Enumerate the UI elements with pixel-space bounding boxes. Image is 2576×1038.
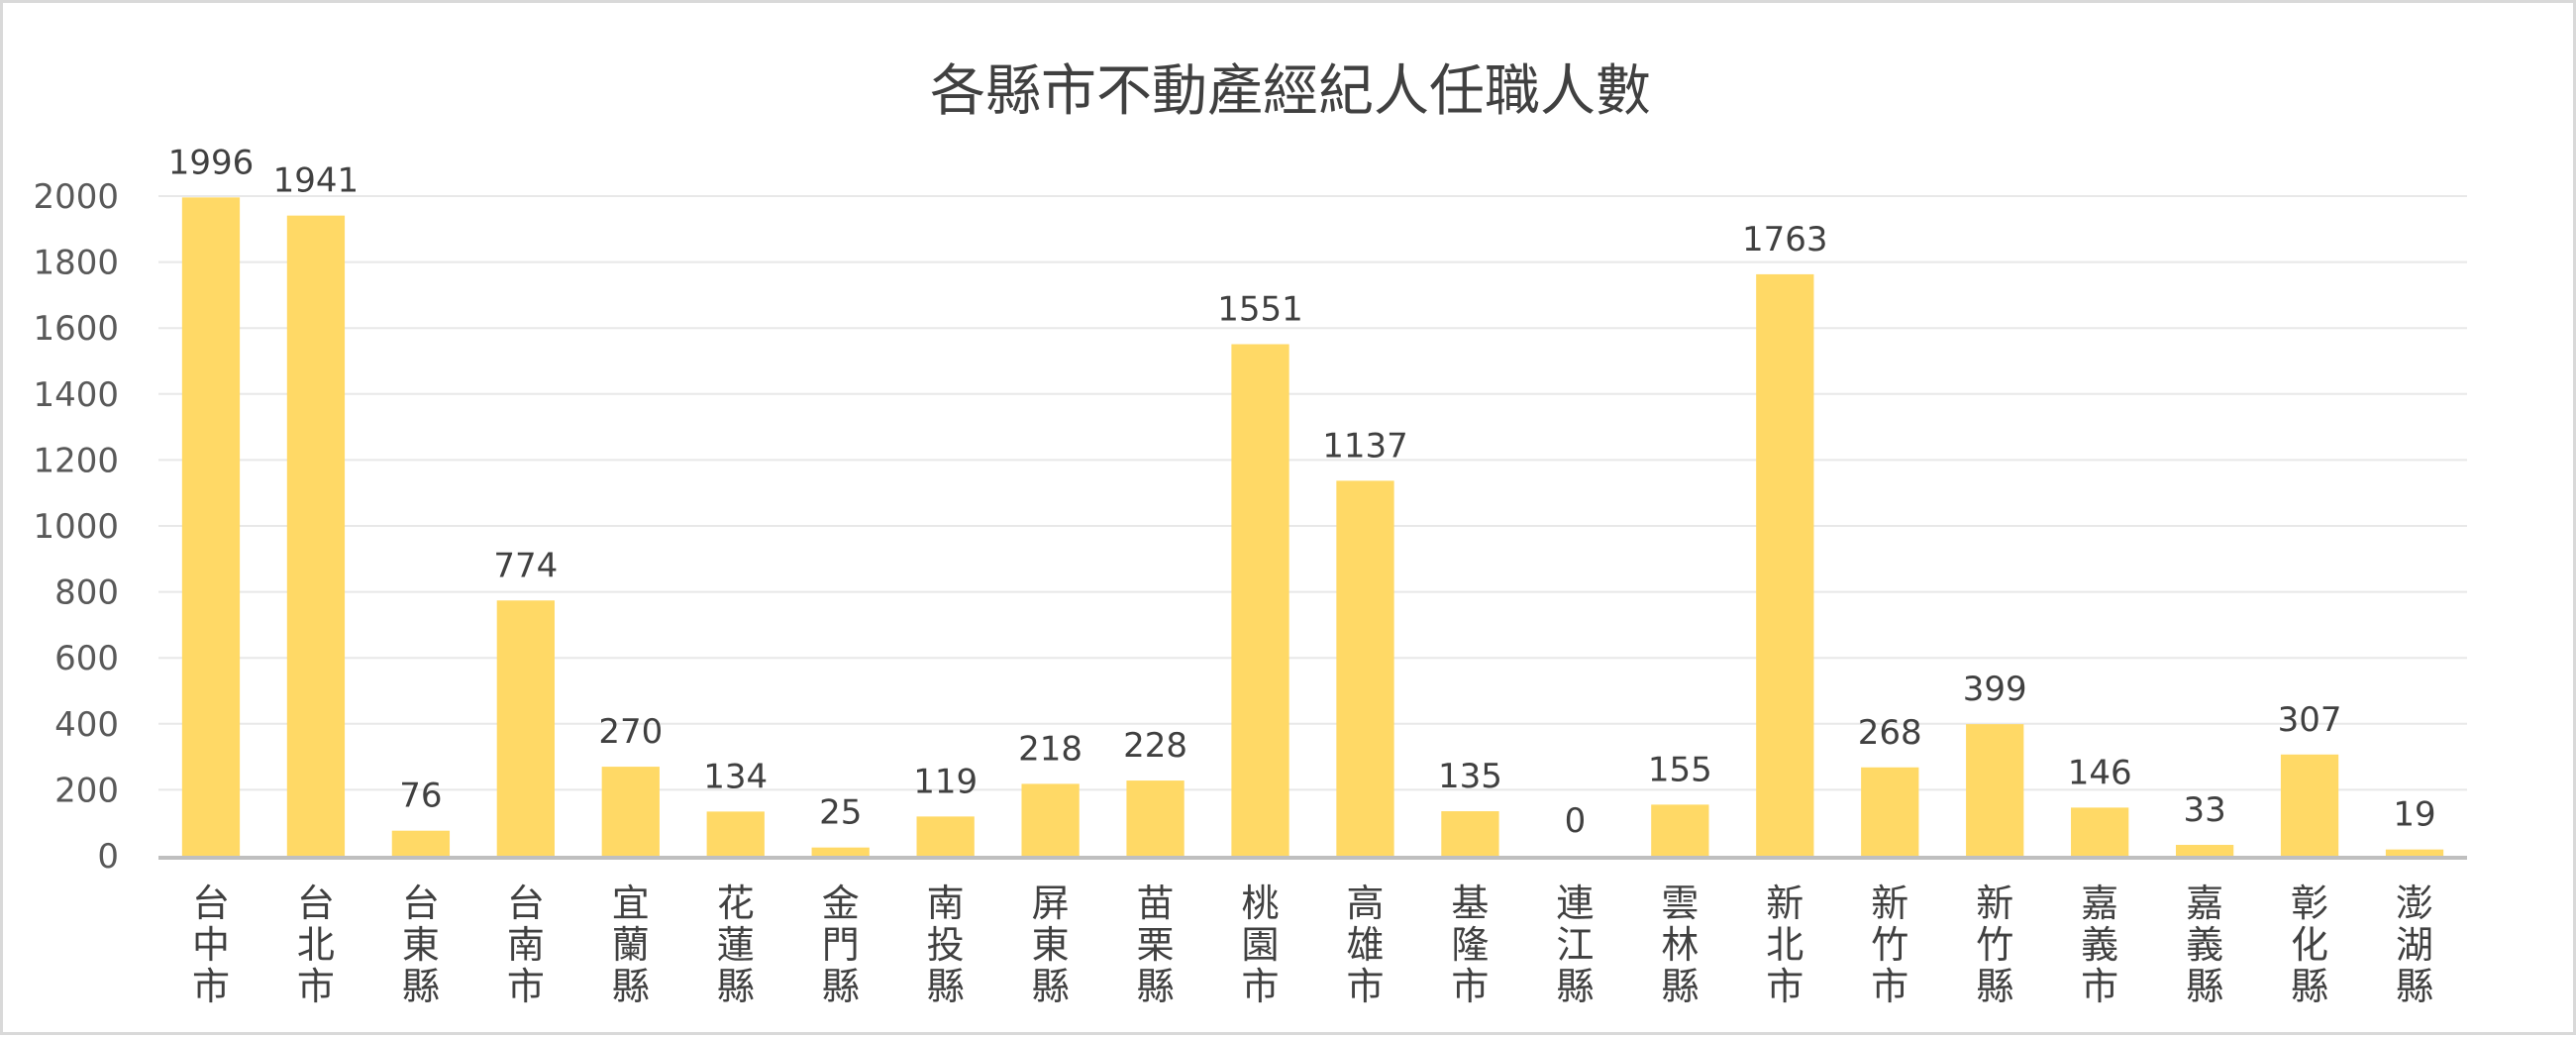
- data-label: 119: [913, 762, 978, 801]
- bar: [916, 816, 975, 856]
- bar: [2175, 845, 2234, 856]
- data-label: 399: [1963, 670, 2027, 709]
- y-tick-label: 600: [54, 639, 119, 678]
- data-label: 218: [1018, 729, 1082, 769]
- bar: [496, 600, 555, 856]
- category-label: 苗栗縣: [1137, 882, 1175, 1008]
- bar: [1756, 273, 1814, 856]
- category-label: 南投縣: [927, 882, 965, 1008]
- bar-chart: 各縣市不動產經紀人任職人數 0 200 400 600 800 1000 1200 1400 1…: [33, 59, 2467, 1008]
- bar: [2071, 807, 2129, 856]
- y-tick-label: 1800: [33, 244, 119, 283]
- category-label: 連江縣: [1556, 882, 1594, 1008]
- data-label: 76: [399, 777, 442, 816]
- data-label: 774: [493, 546, 558, 585]
- data-label: 1763: [1742, 220, 1828, 260]
- category-label: 桃園市: [1242, 882, 1280, 1008]
- data-label: 228: [1123, 726, 1187, 766]
- y-axis-ticks: 0 200 400 600 800 1000 1200 1400 1600 1800 2000: [33, 177, 119, 877]
- bar: [2280, 754, 2339, 856]
- y-tick-label: 0: [97, 837, 119, 877]
- y-tick-label: 800: [54, 573, 119, 613]
- bar: [1021, 783, 1080, 856]
- chart-title: 各縣市不動產經紀人任職人數: [930, 59, 1651, 124]
- data-label: 268: [1858, 713, 1922, 753]
- bar: [1336, 480, 1394, 856]
- bar: [1651, 804, 1709, 856]
- y-tick-label: 200: [54, 771, 119, 810]
- category-label: 嘉義市: [2081, 882, 2118, 1008]
- category-label: 澎湖縣: [2396, 882, 2433, 1008]
- category-label: 新竹縣: [1976, 882, 2013, 1008]
- y-tick-label: 1200: [33, 441, 119, 480]
- bar: [286, 215, 346, 857]
- data-label: 1551: [1217, 290, 1303, 330]
- bar: [811, 847, 870, 856]
- data-label: 146: [2068, 753, 2132, 792]
- category-label: 台南市: [507, 882, 545, 1008]
- category-label: 台中市: [192, 882, 230, 1008]
- data-label: 33: [2183, 790, 2225, 830]
- bar: [2385, 849, 2444, 856]
- bar: [1231, 344, 1289, 857]
- y-tick-label: 400: [54, 705, 119, 745]
- data-label: 307: [2278, 700, 2342, 740]
- data-labels: 1996 1941 76 774 270 134 25 119 218 228 1551 1137 13…: [168, 143, 2436, 841]
- category-label: 台東縣: [402, 882, 440, 1008]
- category-label: 基隆市: [1451, 882, 1489, 1008]
- category-labels: 台中市 台北市 台東縣 台南市 宜蘭縣 花蓮縣 金門縣 南投縣 屏東縣 苗栗縣 桃園市 高雄市 基隆市 連…: [192, 882, 2433, 1008]
- bar: [601, 767, 660, 856]
- category-label: 嘉義縣: [2186, 882, 2223, 1008]
- y-tick-label: 1600: [33, 309, 119, 349]
- bars: [181, 197, 2444, 857]
- category-label: 花蓮縣: [717, 882, 755, 1008]
- category-label: 新竹市: [1871, 882, 1908, 1008]
- data-label: 25: [819, 793, 862, 833]
- bar: [1966, 724, 2024, 856]
- category-label: 彰化縣: [2291, 882, 2328, 1008]
- y-tick-label: 2000: [33, 177, 119, 217]
- y-tick-label: 1400: [33, 375, 119, 415]
- category-label: 金門縣: [822, 882, 860, 1008]
- data-label: 135: [1438, 757, 1502, 796]
- y-tick-label: 1000: [33, 507, 119, 547]
- category-label: 新北市: [1766, 882, 1803, 1008]
- data-label: 1996: [168, 143, 255, 182]
- category-label: 雲林縣: [1661, 882, 1699, 1008]
- category-label: 宜蘭縣: [612, 882, 650, 1008]
- category-label: 台北市: [297, 882, 335, 1008]
- bar: [391, 830, 451, 856]
- bar: [706, 811, 765, 856]
- data-label: 134: [703, 757, 768, 796]
- category-label: 屏東縣: [1032, 882, 1070, 1008]
- bar: [1861, 767, 1919, 856]
- category-label: 高雄市: [1346, 882, 1384, 1008]
- data-label: 0: [1565, 801, 1587, 841]
- data-label: 270: [598, 712, 663, 752]
- bar: [181, 197, 241, 856]
- bar: [1441, 811, 1499, 856]
- data-label: 1941: [273, 161, 360, 201]
- data-label: 1137: [1322, 426, 1408, 466]
- data-label: 19: [2393, 795, 2435, 835]
- data-label: 155: [1648, 750, 1712, 789]
- bar: [1126, 780, 1185, 856]
